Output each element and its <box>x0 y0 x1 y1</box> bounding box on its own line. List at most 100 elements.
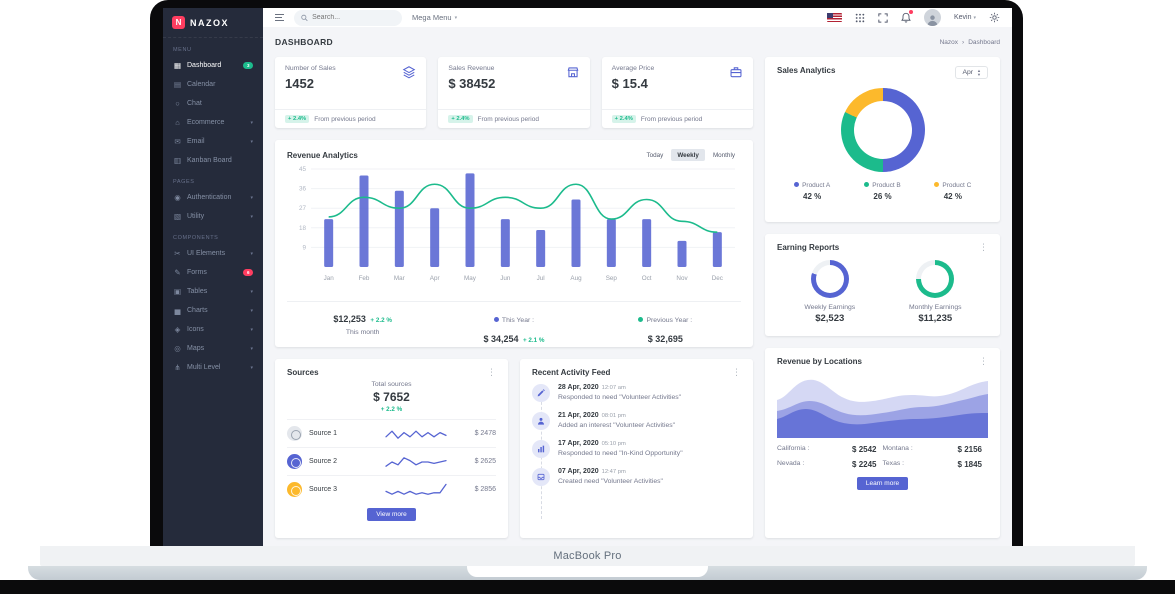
today-button[interactable]: Today <box>646 151 664 159</box>
kebab-menu-icon[interactable]: ⋮ <box>487 367 496 377</box>
activity-item: 17 Apr, 2020 05:10 pm Responded to need "… <box>532 440 741 458</box>
delta-badge: + 2.4% <box>285 115 310 123</box>
search-box[interactable] <box>294 9 402 26</box>
sidebar-item-calendar[interactable]: ▤ Calendar <box>173 80 216 89</box>
activity-timeline: 28 Apr, 2020 12:07 am Responded to need "… <box>532 384 741 529</box>
sidebar-item-ui-elements[interactable]: ✂ UI Elements ▾ <box>174 249 253 258</box>
nazox-logo-icon: N <box>172 16 185 29</box>
select-arrows-icon: ▲ ▼ <box>977 68 981 77</box>
svg-text:Oct: Oct <box>642 275 652 282</box>
sidebar-item-authentication[interactable]: ◉ Authentication ▾ <box>174 193 253 202</box>
avatar[interactable] <box>923 9 941 26</box>
svg-text:45: 45 <box>299 166 307 173</box>
auth-icon: ◉ <box>174 193 181 202</box>
delta-badge: + 2.4% <box>611 115 636 123</box>
weekly-button[interactable]: Weekly <box>671 149 705 161</box>
card-title: Earning Reports <box>777 243 840 252</box>
chevron-down-icon: ▾ <box>250 307 253 314</box>
menu-section-label: MENU <box>173 47 192 53</box>
user-menu[interactable]: Kevin ▾ <box>953 14 976 21</box>
weekly-earnings: Weekly Earnings $2,523 <box>777 260 883 324</box>
charts-icon: ▅ <box>174 306 181 315</box>
sidebar-item-chat[interactable]: ○ Chat <box>163 94 263 113</box>
kebab-menu-icon[interactable]: ⋮ <box>732 367 741 377</box>
source-row[interactable]: Source 3 $ 2856 <box>287 475 496 503</box>
sales-analytics-card: Sales Analytics Apr ▲ ▼ <box>765 57 1000 222</box>
locations-area-chart[interactable] <box>777 372 988 438</box>
sidebar-item-dashboard[interactable]: ▦ Dashboard 3 <box>163 56 263 75</box>
language-flag-icon[interactable] <box>826 13 842 22</box>
search-input[interactable] <box>312 14 395 21</box>
chevron-down-icon: ▾ <box>250 194 253 201</box>
layers-icon <box>402 65 416 105</box>
mega-menu-button[interactable]: Mega Menu ▾ <box>412 13 458 22</box>
chevron-down-icon: ▾ <box>250 138 253 145</box>
kebab-menu-icon[interactable]: ⋮ <box>979 356 988 366</box>
revenue-combo-chart[interactable]: 9 18 27 36 45 Jan Feb Mar Apr May Jun Jul Aug Sep Oct N… <box>287 161 741 294</box>
monthly-button[interactable]: Monthly <box>712 151 735 159</box>
monthly-earnings-radial-chart <box>916 260 955 298</box>
sidebar-item-utility[interactable]: ▧ Utility ▾ <box>173 212 253 221</box>
learn-more-button[interactable]: Learn more <box>856 477 909 490</box>
svg-text:36: 36 <box>299 186 307 193</box>
breadcrumb-root[interactable]: Nazox <box>939 38 959 46</box>
view-more-button[interactable]: View more <box>367 508 416 521</box>
laptop-notch <box>467 566 708 577</box>
sidebar-item-maps[interactable]: ◎ Maps ▾ <box>174 344 253 353</box>
pages-section-label: PAGES <box>173 179 195 185</box>
kanban-icon: ▥ <box>173 156 182 165</box>
source-3-sparkline <box>385 483 447 495</box>
source-1-sparkline <box>385 430 447 439</box>
laptop-screen: N NAZOX MENU ▦ Dashboard 3 ▤ Calendar ○ … <box>150 0 1023 546</box>
brand[interactable]: N NAZOX <box>163 8 263 38</box>
settings-gear-icon[interactable] <box>989 12 1000 23</box>
card-title: Recent Activity Feed <box>532 368 611 377</box>
nazox-logo-text: NAZOX <box>190 17 229 28</box>
sidebar-item-charts[interactable]: ▅ Charts ▾ <box>174 306 253 315</box>
sidebar-item-kanban-board[interactable]: ▥ Kanban Board <box>173 156 232 165</box>
maps-icon: ◎ <box>174 344 181 353</box>
forms-icon: ✎ <box>174 268 181 277</box>
svg-text:Aug: Aug <box>570 275 582 282</box>
source-row[interactable]: Source 2 $ 2625 <box>287 447 496 475</box>
apps-grid-icon[interactable] <box>855 13 865 23</box>
activity-item: 07 Apr, 2020 12:47 pm Created need "Volun… <box>532 468 741 486</box>
svg-text:Mar: Mar <box>394 275 405 282</box>
notifications-bell-icon[interactable] <box>901 10 913 23</box>
source-row[interactable]: Source 1 $ 2478 <box>287 419 496 447</box>
sidebar-item-ecommerce[interactable]: ⌂ Ecommerce ▾ <box>163 113 263 132</box>
location-row-montana: Montana : $ 2156 <box>882 445 983 454</box>
this-year-legend-dot <box>493 317 499 322</box>
sidebar-item-forms[interactable]: ✎ Forms 6 <box>163 263 263 282</box>
kebab-menu-icon[interactable]: ⋮ <box>979 242 988 252</box>
sidebar-item-icons[interactable]: ◈ Icons ▾ <box>174 325 253 334</box>
delta-badge: + 2.4% <box>448 115 473 123</box>
svg-text:Dec: Dec <box>712 275 723 282</box>
dashboard-icon: ▦ <box>173 61 182 70</box>
revenue-by-locations-card: Revenue by Locations ⋮ <box>765 348 1000 538</box>
month-select[interactable]: Apr ▲ ▼ <box>955 66 988 79</box>
location-row-texas: Texas : $ 1845 <box>882 460 983 469</box>
recent-activity-card: Recent Activity Feed ⋮ <box>520 359 753 538</box>
sales-donut-chart[interactable] <box>840 88 925 172</box>
briefcase-icon <box>729 65 743 105</box>
fullscreen-icon[interactable] <box>878 12 888 23</box>
product-b-dot <box>864 182 870 187</box>
breadcrumb: Nazox › Dashboard <box>940 39 1000 46</box>
sidebar-item-multi-level[interactable]: ⋔ Multi Level ▾ <box>174 363 253 372</box>
sidebar-item-tables[interactable]: ▣ Tables ▾ <box>173 287 253 296</box>
pencil-icon <box>532 384 550 402</box>
chevron-down-icon: ▾ <box>973 14 976 21</box>
card-title: Sources <box>287 368 319 377</box>
legend-product-b: Product B 26 % <box>847 182 917 201</box>
menu-toggle-icon[interactable] <box>275 13 284 22</box>
sidebar-item-email[interactable]: ✉ Email ▾ <box>174 137 253 146</box>
source-1-icon <box>287 426 302 441</box>
chevron-down-icon: ▾ <box>250 119 253 126</box>
chevron-down-icon: ▾ <box>250 288 253 295</box>
locations-values: California : $ 2542 Montana : $ 2156 Nev… <box>777 442 988 472</box>
legend-product-a: Product A 42 % <box>777 182 847 201</box>
tables-icon: ▣ <box>173 287 182 296</box>
stat-card-sales-revenue: Sales Revenue $ 38452 <box>438 57 590 128</box>
svg-text:Sep: Sep <box>606 275 618 282</box>
